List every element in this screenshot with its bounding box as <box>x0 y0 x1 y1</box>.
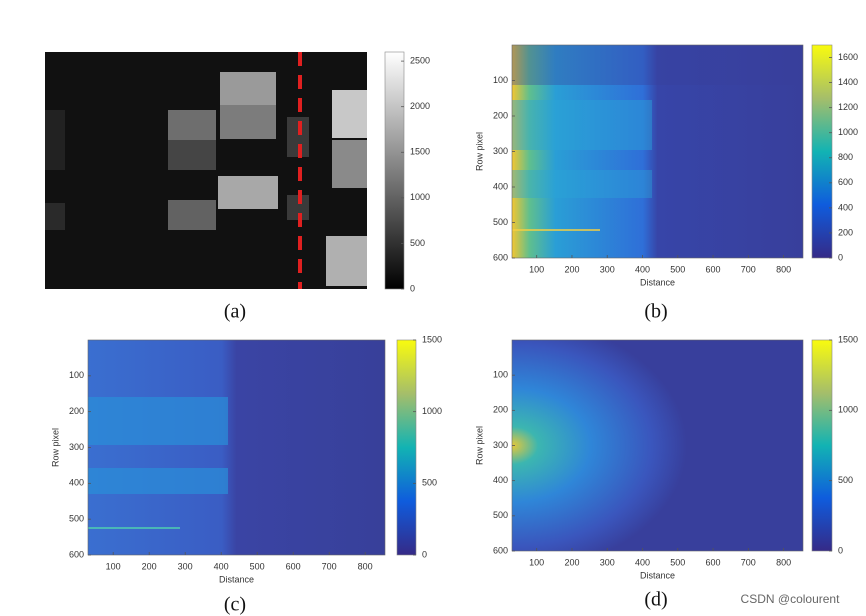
colorbar-tick-label: 1400 <box>838 77 858 87</box>
y-tick-label: 300 <box>493 440 508 450</box>
caption: (a) <box>224 301 246 323</box>
colorbar-tick-label: 1000 <box>410 192 430 202</box>
x-tick-label: 300 <box>600 557 615 567</box>
x-tick-label: 100 <box>529 264 544 274</box>
colorbar-tick-label: 2000 <box>410 101 430 111</box>
y-tick-label: 200 <box>493 405 508 415</box>
x-tick-label: 300 <box>600 264 615 274</box>
x-tick-label: 500 <box>250 561 265 571</box>
colorbar-tick-label: 1500 <box>410 147 430 157</box>
x-tick-label: 800 <box>776 557 791 567</box>
colorbar <box>811 44 833 259</box>
x-tick-label: 300 <box>178 561 193 571</box>
x-tick-label: 800 <box>776 264 791 274</box>
x-tick-label: 800 <box>358 561 373 571</box>
x-tick-label: 100 <box>106 561 121 571</box>
colorbar-tick-label: 0 <box>838 252 843 262</box>
y-tick-label: 500 <box>493 510 508 520</box>
caption: (b) <box>644 301 667 323</box>
x-tick-label: 400 <box>635 264 650 274</box>
colorbar-tick-label: 500 <box>410 238 425 248</box>
y-tick-label: 500 <box>69 514 84 524</box>
caption: (c) <box>224 594 246 616</box>
y-tick-label: 300 <box>493 146 508 156</box>
y-axis-label: Row pixel <box>474 426 484 465</box>
colorbar <box>384 51 405 290</box>
colorbar-tick-label: 1000 <box>838 127 858 137</box>
y-tick-label: 600 <box>69 549 84 559</box>
colorbar-tick-label: 1500 <box>838 334 858 344</box>
colorbar-tick-label: 1200 <box>838 102 858 112</box>
y-tick-label: 400 <box>493 181 508 191</box>
x-tick-label: 200 <box>142 561 157 571</box>
x-tick-label: 600 <box>706 264 721 274</box>
heatmap-c <box>88 340 385 555</box>
x-tick-label: 600 <box>706 557 721 567</box>
caption: (d) <box>644 589 667 611</box>
y-tick-label: 100 <box>69 370 84 380</box>
heatmap-d <box>512 340 803 551</box>
y-tick-label: 200 <box>493 110 508 120</box>
y-tick-label: 400 <box>493 475 508 485</box>
heatmap-b <box>512 45 803 258</box>
x-tick-label: 700 <box>322 561 337 571</box>
y-axis-label: Row pixel <box>474 132 484 171</box>
y-tick-label: 100 <box>493 75 508 85</box>
colorbar <box>396 339 417 556</box>
colorbar-tick-label: 1600 <box>838 52 858 62</box>
x-tick-label: 100 <box>529 557 544 567</box>
colorbar <box>811 339 833 552</box>
colorbar-tick-label: 0 <box>838 545 843 555</box>
x-tick-label: 500 <box>670 264 685 274</box>
x-tick-label: 700 <box>741 264 756 274</box>
colorbar-tick-label: 0 <box>422 549 427 559</box>
x-tick-label: 400 <box>214 561 229 571</box>
x-axis-label: Distance <box>640 570 675 580</box>
y-tick-label: 400 <box>69 478 84 488</box>
colorbar-tick-label: 2500 <box>410 55 430 65</box>
y-tick-label: 100 <box>493 370 508 380</box>
y-tick-label: 600 <box>493 545 508 555</box>
x-tick-label: 400 <box>635 557 650 567</box>
x-tick-label: 200 <box>564 264 579 274</box>
colorbar-tick-label: 1500 <box>422 334 442 344</box>
x-tick-label: 500 <box>670 557 685 567</box>
colorbar-tick-label: 800 <box>838 152 853 162</box>
colorbar-tick-label: 500 <box>838 475 853 485</box>
x-axis-label: Distance <box>219 574 254 584</box>
x-axis-label: Distance <box>640 277 675 287</box>
x-tick-label: 200 <box>564 557 579 567</box>
colorbar-tick-label: 600 <box>838 177 853 187</box>
colorbar-tick-label: 0 <box>410 283 415 293</box>
y-tick-label: 600 <box>493 252 508 262</box>
y-tick-label: 300 <box>69 442 84 452</box>
colorbar-tick-label: 200 <box>838 227 853 237</box>
y-tick-label: 500 <box>493 217 508 227</box>
watermark: CSDN @colourent <box>741 592 841 606</box>
x-tick-label: 700 <box>741 557 756 567</box>
y-tick-label: 200 <box>69 406 84 416</box>
image-a <box>45 52 367 289</box>
x-tick-label: 600 <box>286 561 301 571</box>
y-axis-label: Row pixel <box>50 428 60 467</box>
colorbar-tick-label: 1000 <box>838 405 858 415</box>
colorbar-tick-label: 400 <box>838 202 853 212</box>
colorbar-tick-label: 1000 <box>422 406 442 416</box>
colorbar-tick-label: 500 <box>422 478 437 488</box>
